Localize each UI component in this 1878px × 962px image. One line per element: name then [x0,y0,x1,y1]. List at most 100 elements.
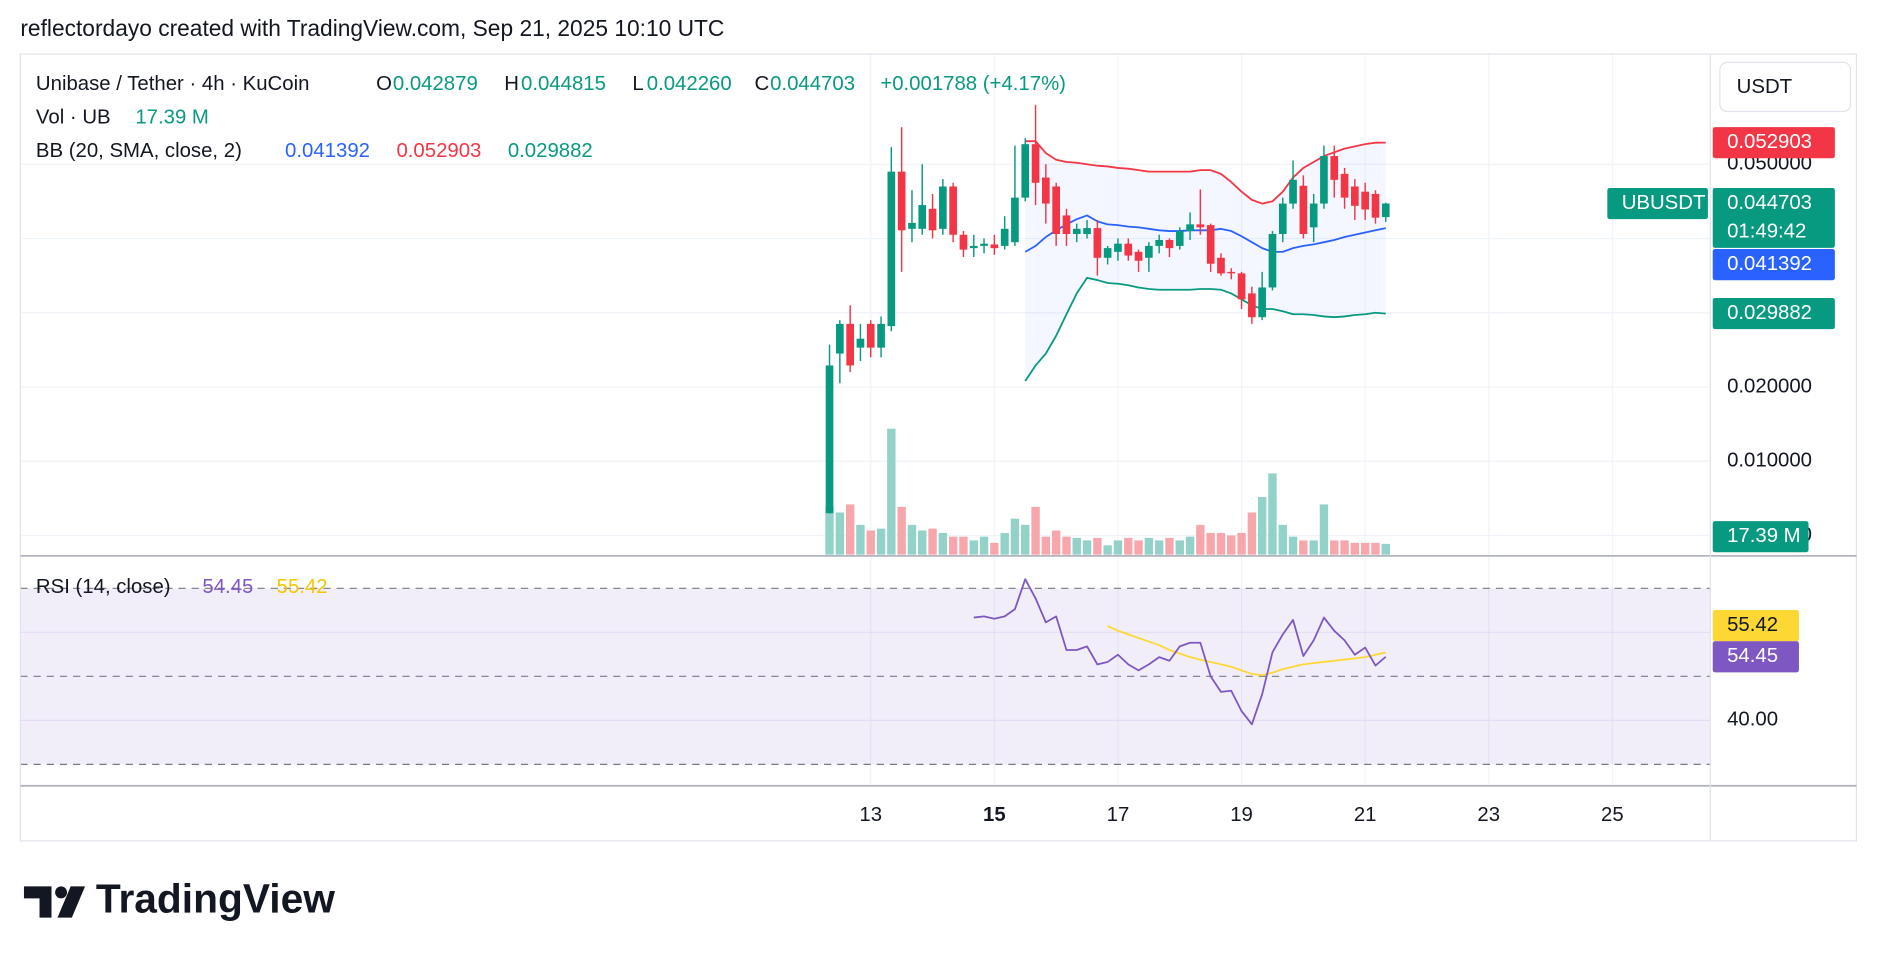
legend-row: Unibase / Tether · 4h · KuCoin O 0.04287… [36,74,1066,96]
volume-bar [825,506,834,555]
volume-bar [1134,540,1143,555]
volume-bar [1000,532,1009,555]
candle-body [1268,234,1277,288]
candle-body [866,323,875,348]
volume-bar [1113,540,1123,555]
volume-bar [1268,473,1277,555]
legend-row: RSI (14, close) 54.45 55.42 [36,577,328,599]
volume-bar [1196,524,1205,555]
bb-middle-badge-text: 0.041392 [1727,253,1812,275]
rsi-line [973,578,1387,726]
volume-bar [948,536,958,555]
bb-middle-badge: 0.041392 [1712,249,1835,281]
volume-bar [1381,543,1390,555]
candle-body [1000,228,1009,246]
volume-bar [1021,524,1030,555]
rsi-badge-text: 54.45 [1727,645,1778,667]
bb-middle-badge-bg [1712,249,1835,281]
volume-bar [1041,536,1051,555]
volume-bar [1103,545,1112,555]
brand-logo: TradingView [23,876,335,922]
candle-body [877,323,885,348]
frame-layer [19,53,1858,842]
volume-bar [1237,532,1246,555]
symbol-badge: UBUSDT [1607,187,1708,220]
price-change: +0.001788 (+4.17%) [880,74,1066,96]
candle-body [1289,179,1297,204]
bb-lower-badge: 0.029882 [1712,298,1835,330]
ohlc-name: L [632,74,643,96]
last-price-badge-bg [1712,187,1835,248]
volume-bar [1227,535,1236,555]
volume-bar [1010,518,1020,555]
x-tick-label: 15 [983,804,1006,826]
volume-bar [1072,537,1081,555]
candle-body [887,171,896,327]
rsi-ma-badge: 55.42 [1712,610,1799,642]
candle-body [1186,224,1194,232]
last-price-badge-text: 01:49:42 [1727,221,1806,243]
volume-bar [928,528,937,555]
candle-body [1381,203,1390,218]
rsi-ma-badge-text: 55.42 [1727,614,1778,636]
volume-bar [1309,540,1318,555]
currency-button-frame[interactable] [1719,61,1852,113]
x-tick-label: 23 [1477,804,1500,826]
bb-upper-badge-bg [1712,127,1835,159]
ohlc-value: 0.044703 [770,74,855,96]
volume-bar [1278,524,1287,555]
brand-name: TradingView [96,876,335,922]
currency-label[interactable]: USDT [1737,76,1792,98]
bb-lower [1024,276,1386,382]
rsi-badge: 54.45 [1712,641,1799,673]
volume-bar [1360,542,1370,555]
candle-body [1227,271,1236,274]
x-tick-label: 25 [1601,804,1624,826]
volume-bar [938,532,948,555]
currency-button[interactable]: USDT [1719,61,1852,113]
volume-name: Vol · UB [36,107,111,129]
symbol-title: Unibase / Tether · 4h · KuCoin [36,74,310,96]
bb-middle-value: 0.041392 [285,141,370,163]
main-legend: Unibase / Tether · 4h · KuCoin O 0.04287… [36,74,1066,599]
volume-bar [1051,530,1061,555]
candle-body [1031,144,1040,183]
volume-badge-text: 17.39 M [1727,525,1801,547]
candle-body [1196,224,1205,228]
bb-upper-badge-text: 0.052903 [1727,131,1812,153]
rsi-value: 54.45 [202,577,253,599]
ohlc-name: O [376,74,392,96]
volume-bar [1124,537,1133,555]
candle-body [969,245,978,249]
bb-upper [1025,140,1386,205]
candle-body [1278,203,1287,235]
candle-body [1021,144,1030,198]
volume-badge-bg [1712,521,1809,553]
candle-body [1041,177,1050,204]
rsi-ma-badge-bg [1712,610,1799,642]
rsi-ma-value: 55.42 [277,577,328,599]
bb-middle [1024,214,1386,253]
candle-body [1165,239,1174,249]
legend-row: Vol · UB 17.39 M [36,107,209,129]
ohlc-name: C [755,74,770,96]
snapshot-header: reflectordayo created with TradingView.c… [20,15,724,41]
candle-body [1155,239,1164,246]
volume-bar [1144,537,1154,555]
legend-row: BB (20, SMA, close, 2) 0.041392 0.052903… [36,141,593,163]
volume-bar [876,528,886,555]
candle-body [1237,273,1246,300]
volume-bar [1062,536,1071,555]
rsi-ma-line [1107,625,1386,677]
candle-body [959,234,968,250]
candle-body [1114,243,1122,252]
ohlc-value: 0.042879 [393,74,478,96]
candle-body [1330,156,1339,180]
candle-body [1134,251,1143,261]
volume-bar [959,536,968,555]
last-price-badge: 0.044703 01:49:42 [1712,187,1835,248]
volume-badge: 17.39 M [1712,521,1809,553]
bb-upper-badge: 0.052903 [1712,127,1835,159]
rsi-tick-label: 40.00 [1727,709,1778,731]
